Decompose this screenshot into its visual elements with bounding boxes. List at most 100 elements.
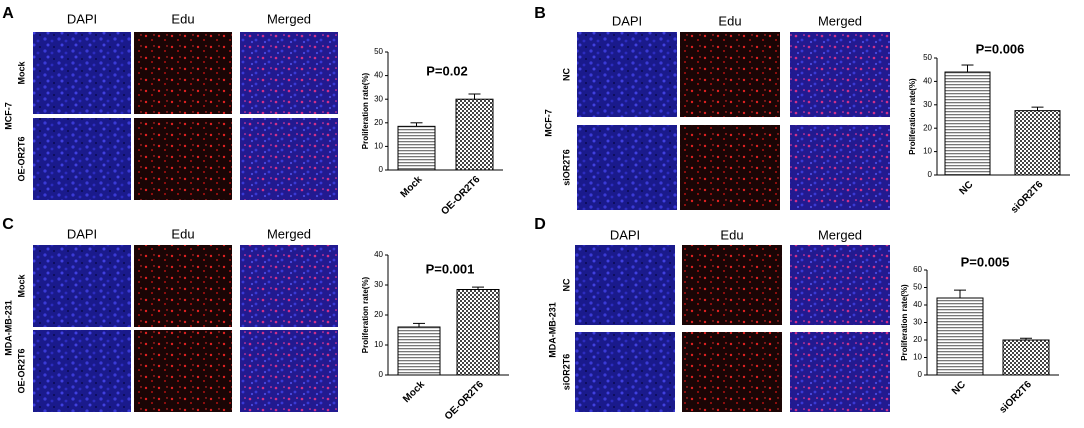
panel-label: C [2, 216, 14, 233]
y-tick-label: 30 [374, 280, 383, 289]
bar [397, 326, 441, 376]
micrograph [790, 32, 890, 117]
micrograph [33, 245, 131, 327]
column-header: Edu [171, 226, 194, 241]
x-tick-label: NC [957, 179, 975, 197]
micrograph [134, 330, 232, 412]
column-header: Merged [818, 13, 862, 28]
micrograph [33, 330, 131, 412]
group-label: MDA-MB-231 [547, 302, 557, 358]
y-axis-label: Proliferation rate(%) [361, 72, 370, 149]
micrograph [240, 32, 338, 114]
y-tick-label: 30 [913, 318, 922, 327]
micrograph [682, 332, 782, 412]
y-tick-label: 40 [913, 300, 922, 309]
y-axis-label: Proliferation rate(%) [908, 78, 917, 155]
column-header: Edu [171, 11, 194, 26]
y-tick-label: 40 [374, 250, 383, 259]
panel-label: B [534, 5, 546, 22]
row-label: NC [561, 68, 571, 81]
column-header: Merged [818, 227, 862, 242]
chart-title: P=0.02 [426, 63, 468, 78]
micrograph [790, 125, 890, 210]
group-label: MCF-7 [543, 109, 553, 137]
y-tick-label: 30 [923, 100, 932, 109]
column-header: Edu [720, 227, 743, 242]
micrograph [680, 125, 780, 210]
column-header: Edu [718, 13, 741, 28]
row-label: siOR2T6 [561, 354, 571, 391]
y-tick-label: 50 [913, 283, 922, 292]
y-tick-label: 0 [379, 165, 384, 174]
x-tick-label: Mock [399, 174, 425, 200]
micrograph [240, 330, 338, 412]
column-header: Merged [267, 11, 311, 26]
x-tick-label: Mock [401, 379, 427, 405]
x-tick-label: siOR2T6 [998, 379, 1035, 416]
x-tick-label: OE-OR2T6 [439, 174, 482, 217]
y-tick-label: 0 [928, 170, 933, 179]
y-tick-label: 20 [374, 310, 383, 319]
y-tick-label: 10 [923, 147, 932, 156]
micrograph [575, 332, 675, 412]
bar [456, 289, 500, 376]
x-tick-label: NC [950, 379, 968, 397]
y-tick-label: 40 [923, 77, 932, 86]
y-tick-label: 40 [374, 71, 383, 80]
column-header: DAPI [67, 11, 97, 26]
panel-label: A [2, 5, 14, 22]
y-tick-label: 10 [913, 353, 922, 362]
micrograph [577, 32, 677, 117]
bar [455, 98, 494, 171]
y-tick-label: 60 [913, 265, 922, 274]
y-tick-label: 50 [374, 47, 383, 56]
micrograph [134, 32, 232, 114]
row-label: siOR2T6 [561, 149, 571, 186]
bar [944, 71, 991, 176]
y-axis-label: Proliferation rate(%) [900, 284, 909, 361]
y-tick-label: 30 [374, 94, 383, 103]
y-tick-label: 10 [374, 142, 383, 151]
group-label: MCF-7 [3, 102, 13, 130]
y-tick-label: 50 [923, 53, 932, 62]
micrograph [790, 332, 890, 412]
column-header: DAPI [67, 226, 97, 241]
row-label: OE-OR2T6 [16, 136, 26, 181]
bar [397, 125, 436, 171]
column-header: DAPI [612, 13, 642, 28]
micrograph [575, 245, 675, 325]
chart-title: P=0.005 [961, 254, 1010, 269]
y-tick-label: 0 [379, 370, 384, 379]
row-label: Mock [16, 274, 26, 298]
row-label: Mock [16, 61, 26, 85]
y-tick-label: 20 [913, 335, 922, 344]
bar [1002, 339, 1050, 376]
y-tick-label: 20 [374, 118, 383, 127]
micrograph [33, 32, 131, 114]
micrograph [577, 125, 677, 210]
micrograph [680, 32, 780, 117]
column-header: Merged [267, 226, 311, 241]
y-tick-label: 10 [374, 340, 383, 349]
chart-title: P=0.001 [426, 261, 475, 276]
micrograph [134, 118, 232, 200]
micrograph [790, 245, 890, 325]
x-tick-label: OE-OR2T6 [443, 379, 486, 422]
micrograph [33, 118, 131, 200]
micrograph [240, 245, 338, 327]
row-label: NC [561, 278, 571, 291]
y-tick-label: 0 [918, 370, 923, 379]
panel-label: D [534, 216, 546, 233]
y-tick-label: 20 [923, 123, 932, 132]
x-tick-label: siOR2T6 [1009, 179, 1046, 216]
bar [936, 297, 984, 376]
chart-title: P=0.006 [976, 41, 1025, 56]
micrograph [240, 118, 338, 200]
column-header: DAPI [610, 227, 640, 242]
bar [1014, 110, 1061, 176]
row-label: OE-OR2T6 [16, 348, 26, 393]
micrograph [134, 245, 232, 327]
group-label: MDA-MB-231 [3, 300, 13, 356]
micrograph [682, 245, 782, 325]
